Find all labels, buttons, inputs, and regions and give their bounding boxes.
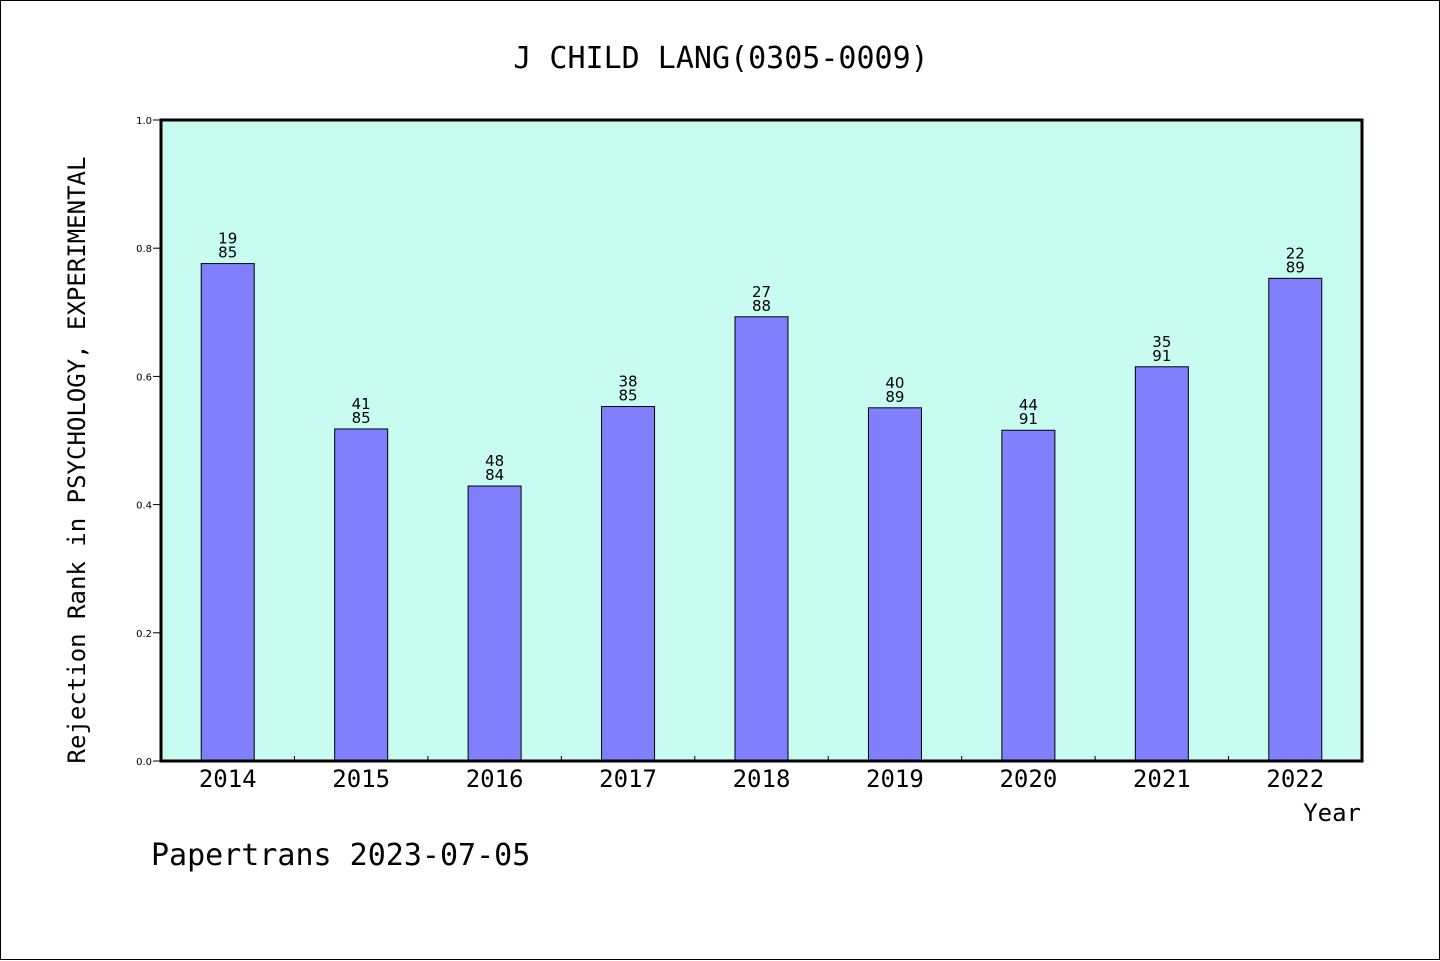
x-tick-label-2017: 2017: [599, 765, 657, 793]
y-ticks-group: 0.0 0.2 0.4 0.6 0.8 1.0: [136, 116, 161, 768]
x-tick-label-2020: 2020: [999, 765, 1057, 793]
bar-2017: [601, 406, 656, 762]
plot-border: [159, 118, 1364, 763]
bar-2014: [200, 263, 255, 762]
bar-label-bottom-2020: 91: [1019, 410, 1038, 428]
bar-label-bottom-2014: 85: [218, 244, 237, 262]
bars-group: [200, 263, 1323, 762]
bar-2015: [334, 428, 389, 762]
bar-label-bottom-2015: 85: [352, 409, 371, 427]
bar-label-top-2020: 44: [1019, 396, 1038, 414]
x-axis-label: Year: [1303, 799, 1361, 827]
footer-credit: Papertrans 2023-07-05: [151, 838, 530, 873]
bar-2021: [1134, 366, 1189, 762]
y-tick-label-0.8: 0.8: [136, 244, 152, 255]
bar-label-top-2014: 19: [218, 230, 237, 248]
bar-label-top-2017: 38: [619, 373, 638, 391]
bar-label-bottom-2022: 89: [1286, 258, 1305, 276]
y-tick-label-0.4: 0.4: [136, 501, 152, 512]
x-tick-label-2021: 2021: [1133, 765, 1191, 793]
y-tick-label-0.6: 0.6: [136, 372, 152, 383]
y-tick-label-1.0: 1.0: [136, 116, 152, 127]
bar-label-bottom-2017: 85: [619, 387, 638, 405]
y-tick-label-0.2: 0.2: [136, 629, 152, 640]
bar-label-top-2021: 35: [1152, 333, 1171, 351]
y-axis-label: Rejection Rank in PSYCHOLOGY, EXPERIMENT…: [63, 157, 91, 764]
bar-2020: [1001, 429, 1056, 762]
x-tick-label-2019: 2019: [866, 765, 924, 793]
x-tick-label-2018: 2018: [733, 765, 791, 793]
bar-label-bottom-2018: 88: [752, 297, 771, 315]
bar-label-top-2019: 40: [885, 374, 904, 392]
bar-label-bottom-2016: 84: [485, 466, 504, 484]
bar-label-bottom-2021: 91: [1152, 347, 1171, 365]
x-ticks-group: 2014 2015 2016 2017 2018 2019 2020 2021 2022: [199, 756, 1324, 793]
bar-label-bottom-2019: 89: [885, 388, 904, 406]
x-tick-label-2015: 2015: [332, 765, 390, 793]
bar-2018: [734, 316, 789, 762]
bar-2022: [1268, 277, 1323, 762]
bar-2019: [867, 407, 922, 762]
bar-label-top-2016: 48: [485, 452, 504, 470]
bar-label-top-2015: 41: [352, 395, 371, 413]
y-tick-label-0.0: 0.0: [136, 757, 152, 768]
bar-label-top-2022: 22: [1286, 244, 1305, 262]
bar-label-top-2018: 27: [752, 283, 771, 301]
chart-title: J CHILD LANG(0305-0009): [513, 41, 928, 76]
x-tick-label-2014: 2014: [199, 765, 257, 793]
x-tick-label-2022: 2022: [1266, 765, 1324, 793]
bar-2016: [467, 485, 522, 762]
x-tick-label-2016: 2016: [466, 765, 524, 793]
